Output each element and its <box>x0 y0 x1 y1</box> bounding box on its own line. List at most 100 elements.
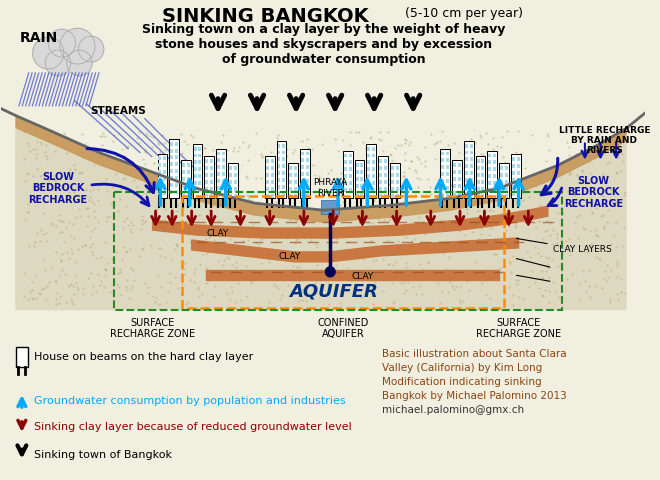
Text: SINKING BANGKOK: SINKING BANGKOK <box>162 7 368 26</box>
Bar <box>199 154 201 157</box>
Bar <box>493 168 496 171</box>
Bar <box>360 184 364 188</box>
Bar <box>266 187 269 192</box>
Bar <box>271 159 274 164</box>
Bar <box>210 167 213 170</box>
Bar <box>395 173 399 178</box>
Text: AQUIFER: AQUIFER <box>288 283 378 300</box>
Bar <box>266 167 269 170</box>
Bar <box>384 159 387 164</box>
Bar <box>356 164 358 168</box>
Bar <box>348 181 352 185</box>
Bar <box>222 166 225 169</box>
Bar <box>470 165 473 168</box>
Polygon shape <box>191 238 519 262</box>
Circle shape <box>48 29 75 57</box>
Bar <box>356 178 358 181</box>
Bar <box>182 184 185 188</box>
Bar <box>271 194 274 198</box>
Bar <box>181 160 191 198</box>
Bar <box>158 164 162 168</box>
Bar <box>222 158 225 162</box>
Bar <box>372 174 375 179</box>
Bar <box>205 156 214 198</box>
Bar <box>500 167 503 170</box>
Text: CONFINED
AQUIFER: CONFINED AQUIFER <box>317 318 368 339</box>
Bar <box>354 160 364 198</box>
Bar <box>464 141 474 198</box>
Circle shape <box>79 36 104 62</box>
Bar <box>289 180 292 184</box>
Text: STREAMS: STREAMS <box>90 106 147 116</box>
Bar <box>234 167 236 170</box>
Bar <box>169 139 179 198</box>
Bar <box>294 194 297 198</box>
Bar <box>482 194 484 198</box>
Text: PHRAYA
RIVER: PHRAYA RIVER <box>313 179 347 198</box>
Text: Basic illustration about Santa Clara: Basic illustration about Santa Clara <box>382 349 566 360</box>
Bar <box>482 159 484 164</box>
Bar <box>164 164 166 168</box>
Bar <box>482 187 484 192</box>
Bar <box>366 144 376 198</box>
Bar <box>517 157 519 161</box>
Bar <box>205 167 209 170</box>
Bar <box>294 173 297 178</box>
Bar <box>199 146 201 151</box>
Bar <box>278 144 280 147</box>
Bar <box>205 173 209 178</box>
Text: (5-10 cm per year): (5-10 cm per year) <box>401 7 523 20</box>
Bar <box>465 171 468 175</box>
Bar <box>217 166 220 169</box>
Bar <box>271 167 274 170</box>
Bar <box>193 154 197 157</box>
Bar <box>395 187 399 192</box>
Bar <box>306 172 309 176</box>
Bar <box>470 144 473 147</box>
Bar <box>294 167 297 170</box>
Bar <box>199 181 201 185</box>
Bar <box>158 154 167 198</box>
Bar <box>164 184 166 188</box>
Bar <box>348 174 352 179</box>
Bar <box>217 158 220 162</box>
Bar <box>446 172 449 176</box>
Bar <box>384 180 387 184</box>
Polygon shape <box>152 206 548 238</box>
Bar <box>465 165 468 168</box>
Bar <box>482 173 484 178</box>
Bar <box>446 180 449 183</box>
Bar <box>222 152 225 156</box>
Bar <box>372 168 375 171</box>
Bar <box>282 151 285 155</box>
Bar <box>505 180 508 184</box>
Bar <box>193 146 197 151</box>
Bar <box>187 178 189 181</box>
Bar <box>193 174 197 179</box>
Bar <box>356 170 358 174</box>
Bar <box>205 194 209 198</box>
Bar <box>271 187 274 192</box>
Bar <box>379 187 382 192</box>
Text: Sinking town of Bangkok: Sinking town of Bangkok <box>34 450 172 460</box>
Bar <box>175 190 178 194</box>
Bar <box>170 169 173 173</box>
Bar <box>500 180 503 184</box>
Bar <box>306 152 309 156</box>
Bar <box>234 180 236 184</box>
Bar <box>170 183 173 187</box>
Bar <box>470 157 473 161</box>
Bar <box>446 152 449 156</box>
Bar <box>234 173 236 178</box>
Bar <box>193 160 197 165</box>
Bar <box>266 159 269 164</box>
Bar <box>356 192 358 195</box>
Bar <box>344 160 346 165</box>
Bar <box>499 164 509 198</box>
Bar <box>488 160 491 165</box>
Bar <box>199 160 201 165</box>
Bar <box>500 187 503 192</box>
Bar <box>301 172 304 176</box>
Bar <box>344 174 346 179</box>
Bar <box>395 167 399 170</box>
